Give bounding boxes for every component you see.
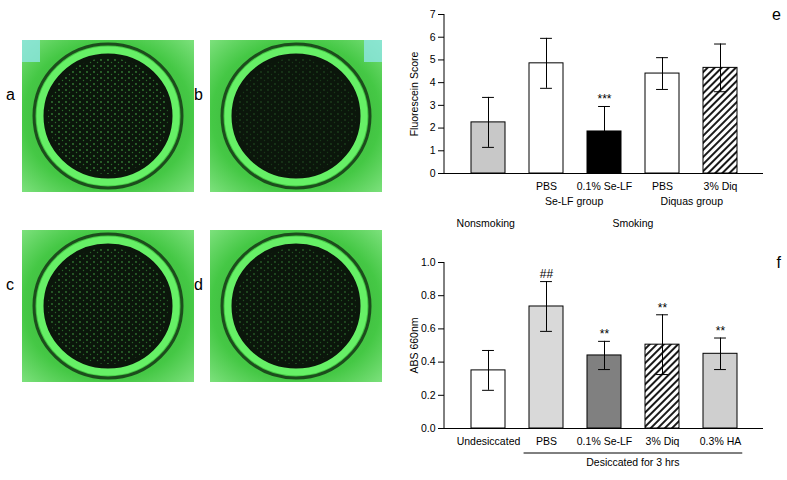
svg-text:e: e bbox=[772, 6, 781, 23]
svg-text:c: c bbox=[6, 276, 14, 293]
svg-text:**: ** bbox=[600, 327, 610, 341]
svg-text:0.3% HA: 0.3% HA bbox=[700, 435, 741, 447]
svg-text:0: 0 bbox=[430, 167, 436, 179]
svg-text:a: a bbox=[6, 86, 15, 103]
svg-text:7: 7 bbox=[430, 8, 436, 20]
svg-text:6: 6 bbox=[430, 31, 436, 43]
svg-text:4: 4 bbox=[430, 76, 436, 88]
svg-text:PBS: PBS bbox=[536, 180, 557, 192]
svg-text:d: d bbox=[194, 276, 203, 293]
svg-text:Fluorescein Score: Fluorescein Score bbox=[408, 52, 420, 137]
svg-text:5: 5 bbox=[430, 53, 436, 65]
svg-text:Undesiccated: Undesiccated bbox=[457, 435, 521, 447]
svg-text:Nonsmoking: Nonsmoking bbox=[457, 217, 516, 229]
svg-text:1.0: 1.0 bbox=[421, 256, 436, 268]
svg-text:0.8: 0.8 bbox=[421, 289, 436, 301]
svg-text:PBS: PBS bbox=[536, 435, 557, 447]
svg-text:Smoking: Smoking bbox=[612, 217, 653, 229]
svg-text:Diquas group: Diquas group bbox=[661, 195, 724, 207]
svg-text:0.4: 0.4 bbox=[421, 355, 436, 367]
svg-text:**: ** bbox=[658, 301, 668, 315]
svg-text:1: 1 bbox=[430, 144, 436, 156]
svg-text:b: b bbox=[194, 86, 203, 103]
svg-text:PBS: PBS bbox=[652, 180, 673, 192]
svg-text:2: 2 bbox=[430, 121, 436, 133]
svg-text:***: *** bbox=[597, 92, 611, 106]
svg-text:0.1% Se-LF: 0.1% Se-LF bbox=[577, 435, 632, 447]
svg-text:0.0: 0.0 bbox=[421, 422, 436, 434]
svg-text:ABS 660nm: ABS 660nm bbox=[408, 317, 420, 373]
svg-text:Se-LF group: Se-LF group bbox=[545, 195, 604, 207]
svg-text:**: ** bbox=[716, 324, 726, 338]
svg-text:3% Diq: 3% Diq bbox=[646, 435, 680, 447]
svg-text:0.2: 0.2 bbox=[421, 389, 436, 401]
svg-text:0.1% Se-LF: 0.1% Se-LF bbox=[577, 180, 632, 192]
svg-text:3: 3 bbox=[430, 99, 436, 111]
svg-text:3% Diq: 3% Diq bbox=[704, 180, 738, 192]
svg-text:Desiccated for 3 hrs: Desiccated for 3 hrs bbox=[586, 456, 679, 468]
svg-text:##: ## bbox=[540, 267, 554, 281]
svg-text:f: f bbox=[777, 254, 782, 271]
svg-text:0.6: 0.6 bbox=[421, 322, 436, 334]
